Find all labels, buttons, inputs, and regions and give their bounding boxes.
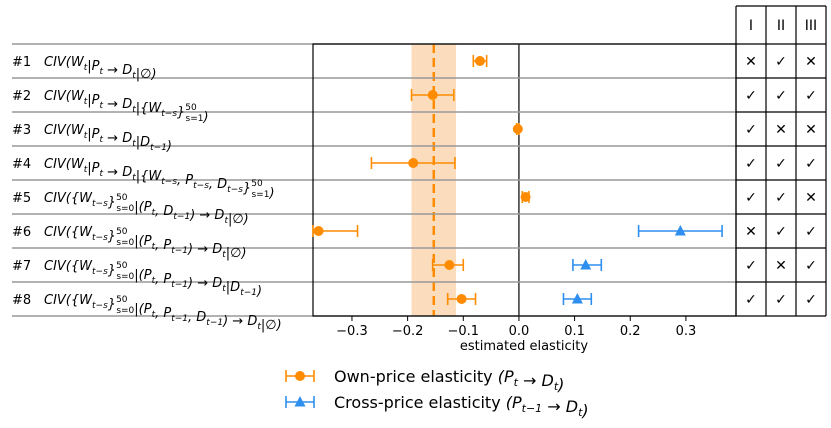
check-mark: ✕ bbox=[805, 122, 817, 138]
x-tick-label: 0.1 bbox=[564, 324, 585, 339]
row-label-text: CIV(Wt|Pt → Dt|Dt−1) bbox=[44, 123, 172, 154]
check-mark: ✓ bbox=[745, 88, 757, 104]
own-price-marker bbox=[512, 124, 523, 134]
own-price-point bbox=[370, 157, 456, 169]
own-price-point bbox=[520, 191, 531, 203]
own-price-marker bbox=[520, 192, 531, 202]
row-label-text: CIV(Wt|Pt → Dt|{Wt−s}50 s=1) bbox=[44, 89, 209, 125]
row-id: #3 bbox=[12, 123, 31, 138]
x-tick-label: 0.0 bbox=[509, 324, 530, 339]
legend: Own-price elasticity (Pt → Dt)Cross-pric… bbox=[285, 367, 589, 420]
row-labels: #1 CIV(Wt|Pt → Dt|∅) #2 CIV(Wt|Pt → Dt|{Wt−… bbox=[12, 55, 282, 333]
row-label-text: CIV({Wt−s}50 s=0|(Pt, Dt−1) → Dt|∅) bbox=[44, 191, 249, 227]
legend-item-triangle: Cross-price elasticity (Pt−1 → Dt) bbox=[285, 393, 589, 420]
row-id: #4 bbox=[12, 157, 31, 172]
own-price-point bbox=[431, 259, 465, 271]
cross-price-point bbox=[572, 259, 603, 271]
cross-price-point bbox=[637, 225, 723, 237]
x-tick-label: −0.1 bbox=[447, 324, 479, 339]
check-mark: ✕ bbox=[775, 122, 787, 138]
check-mark: ✕ bbox=[745, 224, 757, 240]
check-mark: ✓ bbox=[805, 258, 817, 274]
check-mark: ✕ bbox=[775, 258, 787, 274]
own-price-point bbox=[512, 123, 523, 135]
cross-price-marker bbox=[571, 293, 583, 304]
x-tick-label: −0.2 bbox=[392, 324, 424, 339]
check-mark: ✓ bbox=[775, 224, 787, 240]
check-mark: ✓ bbox=[745, 190, 757, 206]
own-price-point bbox=[312, 225, 359, 237]
row-id: #5 bbox=[12, 191, 31, 206]
legend-label: Cross-price elasticity (Pt−1 → Dt) bbox=[334, 393, 589, 420]
row-id: #2 bbox=[12, 89, 31, 104]
check-table bbox=[735, 5, 827, 316]
cross-price-marker bbox=[580, 259, 592, 270]
own-price-marker bbox=[427, 90, 438, 100]
row-label-text: CIV({Wt−s}50 s=0|(Pt, Pt−1, Dt−1) → Dt|∅) bbox=[44, 293, 282, 333]
check-mark: ✓ bbox=[805, 224, 817, 240]
column-header-2: II bbox=[777, 18, 785, 34]
check-mark: ✓ bbox=[805, 292, 817, 308]
check-mark: ✓ bbox=[745, 156, 757, 172]
row-label-text: CIV({Wt−s}50 s=0|(Pt, Pt−1) → Dt|Dt−1) bbox=[44, 259, 262, 299]
check-mark: ✓ bbox=[745, 122, 757, 138]
row-id: #8 bbox=[12, 293, 31, 308]
check-mark: ✓ bbox=[775, 54, 787, 70]
x-tick-label: −0.3 bbox=[336, 324, 368, 339]
own-price-marker bbox=[474, 56, 485, 66]
row-id: #1 bbox=[12, 55, 31, 70]
own-price-marker bbox=[408, 158, 419, 168]
check-mark: ✓ bbox=[775, 88, 787, 104]
row-id: #7 bbox=[12, 259, 31, 274]
x-tick-label: 0.2 bbox=[620, 324, 641, 339]
check-mark: ✓ bbox=[775, 156, 787, 172]
column-header-1: I bbox=[749, 18, 753, 34]
check-mark: ✓ bbox=[775, 292, 787, 308]
own-price-marker bbox=[456, 294, 467, 304]
x-axis-ticks: −0.3 −0.2 −0.1 0.0 0.1 0.2 0.3 bbox=[336, 316, 696, 339]
row-label-text: CIV(Wt|Pt → Dt|∅) bbox=[44, 55, 157, 82]
check-marks: ✕ ✓ ✕ ✓ ✓ ✓ ✓ ✕ ✕ ✓ ✓ ✓ ✓ ✓ ✕ ✕ ✓ ✓ ✓ ✕ ✓ ✓ ✓ ✓ bbox=[745, 54, 817, 308]
own-price-marker bbox=[444, 260, 455, 270]
column-headers: I II III bbox=[749, 18, 817, 34]
own-price-point bbox=[410, 89, 455, 101]
check-mark: ✓ bbox=[745, 258, 757, 274]
legend-marker bbox=[295, 371, 305, 381]
own-price-point bbox=[446, 293, 477, 305]
own-price-marker bbox=[313, 226, 324, 236]
check-mark: ✕ bbox=[805, 54, 817, 70]
check-mark: ✓ bbox=[805, 156, 817, 172]
row-label-text: CIV(Wt|Pt → Dt|{Wt−s, Pt−s, Dt−s}50 s=1) bbox=[44, 157, 275, 201]
check-mark: ✕ bbox=[745, 54, 757, 70]
check-mark: ✕ bbox=[805, 190, 817, 206]
cross-price-marker bbox=[674, 225, 686, 236]
cross-price-point bbox=[562, 293, 593, 305]
x-tick-label: 0.3 bbox=[676, 324, 697, 339]
column-header-3: III bbox=[805, 18, 817, 34]
own-price-point bbox=[472, 55, 488, 67]
data-marks bbox=[312, 55, 723, 305]
legend-item-circle: Own-price elasticity (Pt → Dt) bbox=[285, 367, 564, 394]
row-label-text: CIV({Wt−s}50 s=0|(Pt, Pt−1) → Dt|∅) bbox=[44, 225, 247, 261]
legend-marker bbox=[294, 396, 306, 407]
legend-label: Own-price elasticity (Pt → Dt) bbox=[334, 367, 564, 394]
check-mark: ✓ bbox=[805, 88, 817, 104]
check-mark: ✓ bbox=[745, 292, 757, 308]
row-id: #6 bbox=[12, 225, 31, 240]
x-axis-label: estimated elasticity bbox=[460, 339, 589, 354]
check-mark: ✓ bbox=[775, 190, 787, 206]
